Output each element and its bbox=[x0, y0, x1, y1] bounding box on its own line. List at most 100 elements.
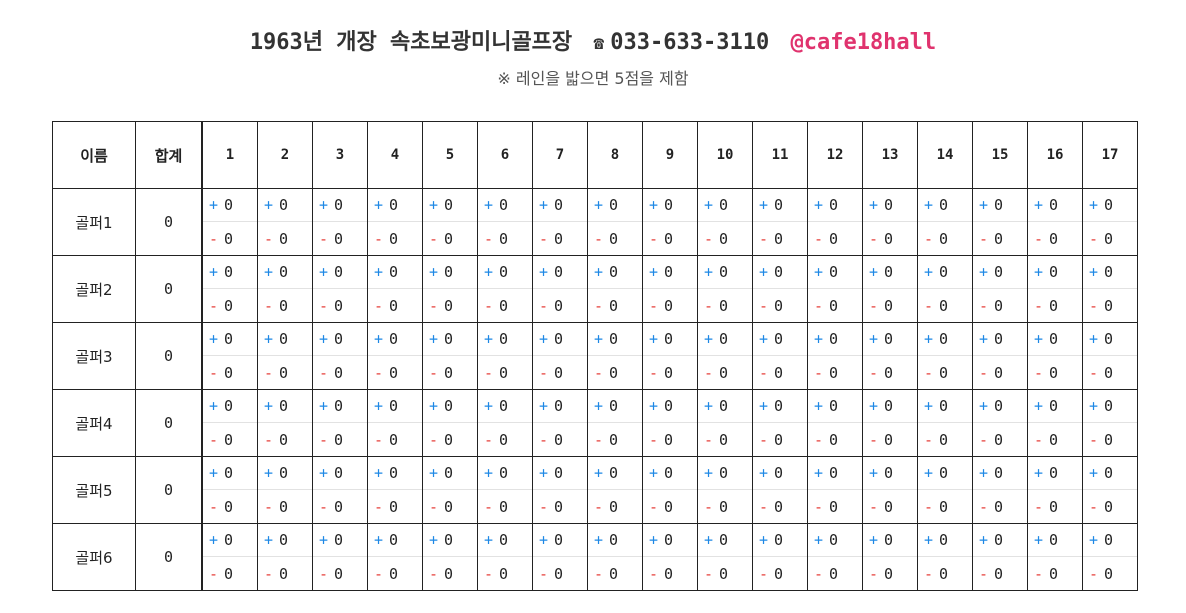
minus-button[interactable]: - bbox=[869, 430, 879, 449]
minus-button[interactable]: - bbox=[539, 497, 549, 516]
minus-button[interactable]: - bbox=[594, 229, 604, 248]
plus-button[interactable]: + bbox=[814, 464, 824, 482]
minus-button[interactable]: - bbox=[319, 229, 329, 248]
plus-button[interactable]: + bbox=[484, 531, 494, 549]
minus-button[interactable]: - bbox=[924, 497, 934, 516]
plus-button[interactable]: + bbox=[704, 397, 714, 415]
plus-button[interactable]: + bbox=[704, 196, 714, 214]
minus-button[interactable]: - bbox=[594, 430, 604, 449]
plus-button[interactable]: + bbox=[319, 263, 329, 281]
plus-button[interactable]: + bbox=[539, 263, 549, 281]
minus-button[interactable]: - bbox=[319, 296, 329, 315]
minus-button[interactable]: - bbox=[869, 497, 879, 516]
plus-button[interactable]: + bbox=[649, 330, 659, 348]
minus-button[interactable]: - bbox=[979, 564, 989, 583]
minus-button[interactable]: - bbox=[539, 296, 549, 315]
minus-button[interactable]: - bbox=[924, 229, 934, 248]
minus-button[interactable]: - bbox=[264, 229, 274, 248]
minus-button[interactable]: - bbox=[704, 564, 714, 583]
minus-button[interactable]: - bbox=[979, 497, 989, 516]
plus-button[interactable]: + bbox=[374, 531, 384, 549]
minus-button[interactable]: - bbox=[209, 363, 219, 382]
plus-button[interactable]: + bbox=[264, 263, 274, 281]
minus-button[interactable]: - bbox=[429, 296, 439, 315]
plus-button[interactable]: + bbox=[484, 196, 494, 214]
plus-button[interactable]: + bbox=[539, 397, 549, 415]
minus-button[interactable]: - bbox=[374, 296, 384, 315]
plus-button[interactable]: + bbox=[264, 397, 274, 415]
minus-button[interactable]: - bbox=[319, 497, 329, 516]
minus-button[interactable]: - bbox=[594, 296, 604, 315]
plus-button[interactable]: + bbox=[759, 263, 769, 281]
minus-button[interactable]: - bbox=[1034, 497, 1044, 516]
minus-button[interactable]: - bbox=[264, 430, 274, 449]
plus-button[interactable]: + bbox=[429, 464, 439, 482]
plus-button[interactable]: + bbox=[924, 397, 934, 415]
plus-button[interactable]: + bbox=[1089, 330, 1099, 348]
plus-button[interactable]: + bbox=[1089, 397, 1099, 415]
plus-button[interactable]: + bbox=[594, 531, 604, 549]
plus-button[interactable]: + bbox=[539, 196, 549, 214]
minus-button[interactable]: - bbox=[209, 296, 219, 315]
plus-button[interactable]: + bbox=[1089, 464, 1099, 482]
minus-button[interactable]: - bbox=[1089, 497, 1099, 516]
minus-button[interactable]: - bbox=[1034, 430, 1044, 449]
plus-button[interactable]: + bbox=[209, 330, 219, 348]
minus-button[interactable]: - bbox=[924, 296, 934, 315]
minus-button[interactable]: - bbox=[1034, 564, 1044, 583]
plus-button[interactable]: + bbox=[869, 397, 879, 415]
plus-button[interactable]: + bbox=[209, 531, 219, 549]
plus-button[interactable]: + bbox=[649, 263, 659, 281]
minus-button[interactable]: - bbox=[814, 363, 824, 382]
minus-button[interactable]: - bbox=[979, 229, 989, 248]
plus-button[interactable]: + bbox=[979, 464, 989, 482]
minus-button[interactable]: - bbox=[209, 564, 219, 583]
plus-button[interactable]: + bbox=[649, 196, 659, 214]
plus-button[interactable]: + bbox=[924, 330, 934, 348]
minus-button[interactable]: - bbox=[1034, 363, 1044, 382]
plus-button[interactable]: + bbox=[209, 464, 219, 482]
minus-button[interactable]: - bbox=[484, 497, 494, 516]
plus-button[interactable]: + bbox=[704, 531, 714, 549]
minus-button[interactable]: - bbox=[374, 564, 384, 583]
plus-button[interactable]: + bbox=[539, 531, 549, 549]
plus-button[interactable]: + bbox=[979, 330, 989, 348]
minus-button[interactable]: - bbox=[484, 296, 494, 315]
minus-button[interactable]: - bbox=[869, 229, 879, 248]
plus-button[interactable]: + bbox=[869, 196, 879, 214]
minus-button[interactable]: - bbox=[429, 430, 439, 449]
plus-button[interactable]: + bbox=[814, 330, 824, 348]
minus-button[interactable]: - bbox=[374, 229, 384, 248]
minus-button[interactable]: - bbox=[869, 564, 879, 583]
minus-button[interactable]: - bbox=[209, 229, 219, 248]
plus-button[interactable]: + bbox=[429, 196, 439, 214]
plus-button[interactable]: + bbox=[814, 196, 824, 214]
minus-button[interactable]: - bbox=[704, 497, 714, 516]
plus-button[interactable]: + bbox=[374, 196, 384, 214]
minus-button[interactable]: - bbox=[374, 430, 384, 449]
plus-button[interactable]: + bbox=[539, 464, 549, 482]
minus-button[interactable]: - bbox=[759, 564, 769, 583]
plus-button[interactable]: + bbox=[319, 330, 329, 348]
plus-button[interactable]: + bbox=[374, 263, 384, 281]
plus-button[interactable]: + bbox=[264, 196, 274, 214]
minus-button[interactable]: - bbox=[704, 363, 714, 382]
minus-button[interactable]: - bbox=[759, 497, 769, 516]
plus-button[interactable]: + bbox=[1034, 196, 1044, 214]
minus-button[interactable]: - bbox=[429, 497, 439, 516]
minus-button[interactable]: - bbox=[649, 296, 659, 315]
minus-button[interactable]: - bbox=[759, 296, 769, 315]
minus-button[interactable]: - bbox=[1034, 296, 1044, 315]
minus-button[interactable]: - bbox=[319, 564, 329, 583]
minus-button[interactable]: - bbox=[649, 430, 659, 449]
plus-button[interactable]: + bbox=[594, 464, 604, 482]
plus-button[interactable]: + bbox=[594, 330, 604, 348]
plus-button[interactable]: + bbox=[924, 531, 934, 549]
plus-button[interactable]: + bbox=[979, 397, 989, 415]
plus-button[interactable]: + bbox=[924, 263, 934, 281]
plus-button[interactable]: + bbox=[924, 196, 934, 214]
minus-button[interactable]: - bbox=[759, 363, 769, 382]
minus-button[interactable]: - bbox=[759, 229, 769, 248]
plus-button[interactable]: + bbox=[869, 263, 879, 281]
plus-button[interactable]: + bbox=[539, 330, 549, 348]
